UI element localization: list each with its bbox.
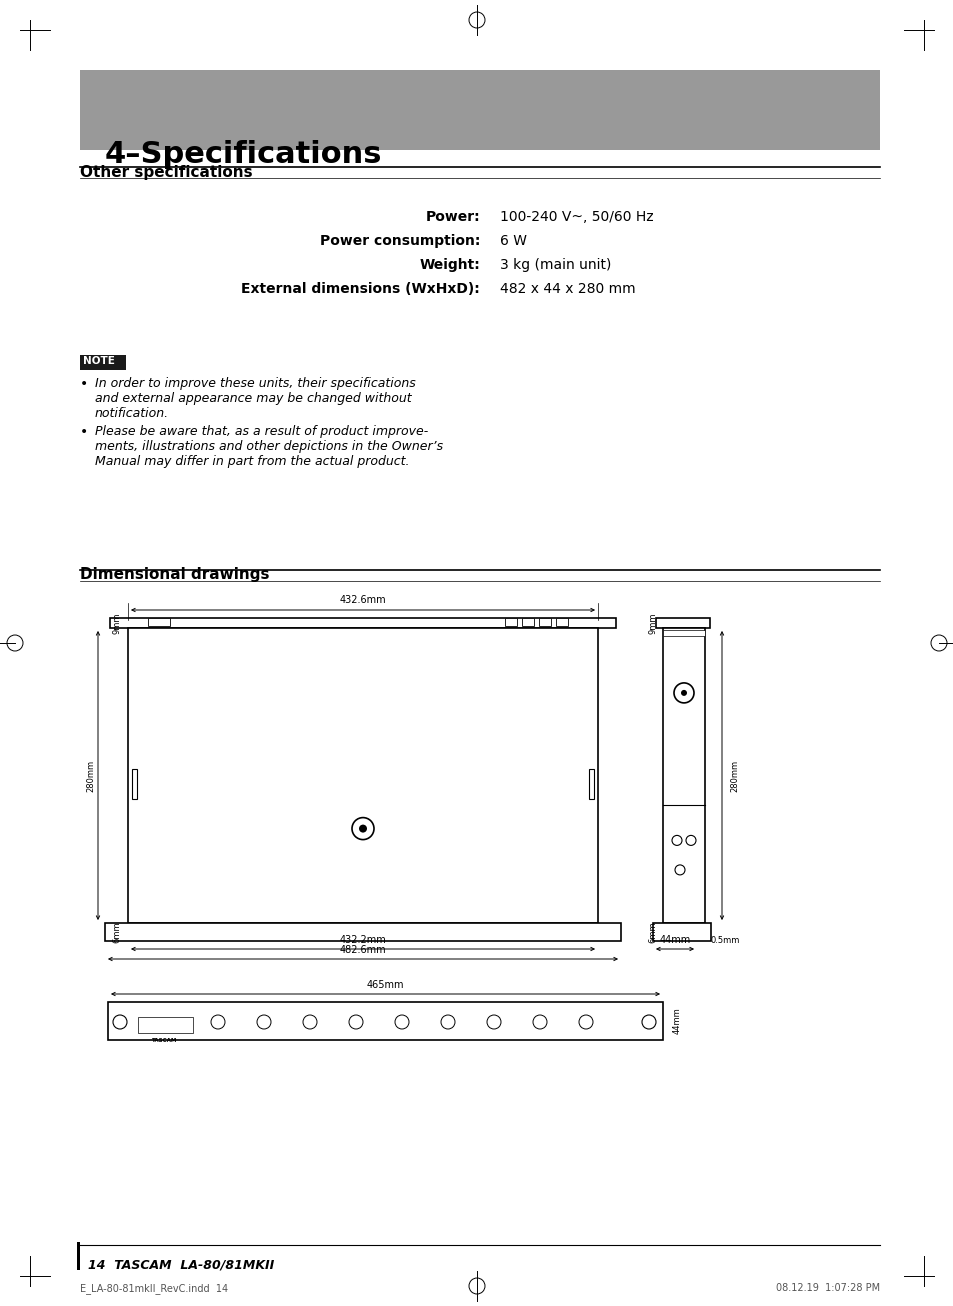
- Text: 100-240 V~, 50/60 Hz: 100-240 V~, 50/60 Hz: [499, 210, 653, 225]
- Bar: [652, 923, 710, 942]
- Text: •: •: [80, 377, 89, 390]
- Bar: [108, 1002, 662, 1040]
- Text: 0.5mm: 0.5mm: [710, 936, 740, 946]
- Text: Weight:: Weight:: [418, 259, 479, 272]
- Text: 08.12.19  1:07:28 PM: 08.12.19 1:07:28 PM: [775, 1282, 879, 1293]
- Text: NOTE: NOTE: [83, 357, 114, 366]
- Text: 4–Specifications: 4–Specifications: [105, 140, 382, 168]
- Text: 6mm: 6mm: [648, 921, 657, 943]
- Text: Dimensional drawings: Dimensional drawings: [80, 568, 269, 582]
- Text: In order to improve these units, their specifications
and external appearance ma: In order to improve these units, their s…: [95, 377, 416, 421]
- Bar: [105, 923, 620, 942]
- Text: 9mm: 9mm: [112, 613, 121, 633]
- Bar: [662, 629, 704, 636]
- Text: 482 x 44 x 280 mm: 482 x 44 x 280 mm: [499, 282, 635, 296]
- Circle shape: [680, 690, 686, 696]
- Text: •: •: [80, 424, 89, 439]
- Text: E_LA-80-81mkII_RevC.indd  14: E_LA-80-81mkII_RevC.indd 14: [80, 1282, 228, 1294]
- Text: 44mm: 44mm: [672, 1008, 681, 1034]
- Text: TASCAM: TASCAM: [152, 1038, 177, 1043]
- Text: Power:: Power:: [425, 210, 479, 225]
- Bar: [521, 618, 534, 626]
- Text: Power consumption:: Power consumption:: [319, 234, 479, 248]
- Text: 432.6mm: 432.6mm: [339, 596, 386, 605]
- Text: External dimensions (WxHxD):: External dimensions (WxHxD):: [241, 282, 479, 296]
- Text: 6mm: 6mm: [112, 921, 121, 943]
- Text: 9mm: 9mm: [648, 613, 657, 633]
- Bar: [80, 71, 879, 150]
- Text: Please be aware that, as a result of product improve-
ments, illustrations and o: Please be aware that, as a result of pro…: [95, 424, 442, 468]
- Bar: [538, 618, 551, 626]
- Bar: [80, 355, 126, 370]
- Text: 482.6mm: 482.6mm: [339, 946, 386, 955]
- Text: 3 kg (main unit): 3 kg (main unit): [499, 259, 611, 272]
- Circle shape: [358, 824, 367, 833]
- Text: 6 W: 6 W: [499, 234, 526, 248]
- Bar: [656, 618, 709, 628]
- Text: 14  TASCAM  LA-80/81MKII: 14 TASCAM LA-80/81MKII: [88, 1258, 274, 1271]
- Bar: [132, 769, 137, 799]
- Text: 280mm: 280mm: [87, 759, 95, 791]
- Bar: [556, 618, 567, 626]
- Bar: [77, 1242, 80, 1269]
- Bar: [138, 1017, 193, 1033]
- Bar: [504, 618, 517, 626]
- Text: 432.2mm: 432.2mm: [339, 935, 386, 946]
- Text: Other specifications: Other specifications: [80, 165, 253, 179]
- Bar: [662, 628, 704, 923]
- Bar: [588, 769, 594, 799]
- Bar: [110, 618, 616, 628]
- Bar: [148, 618, 170, 626]
- Text: 465mm: 465mm: [366, 980, 404, 990]
- Text: 44mm: 44mm: [659, 935, 690, 946]
- Bar: [128, 628, 598, 923]
- Text: 280mm: 280mm: [729, 759, 739, 791]
